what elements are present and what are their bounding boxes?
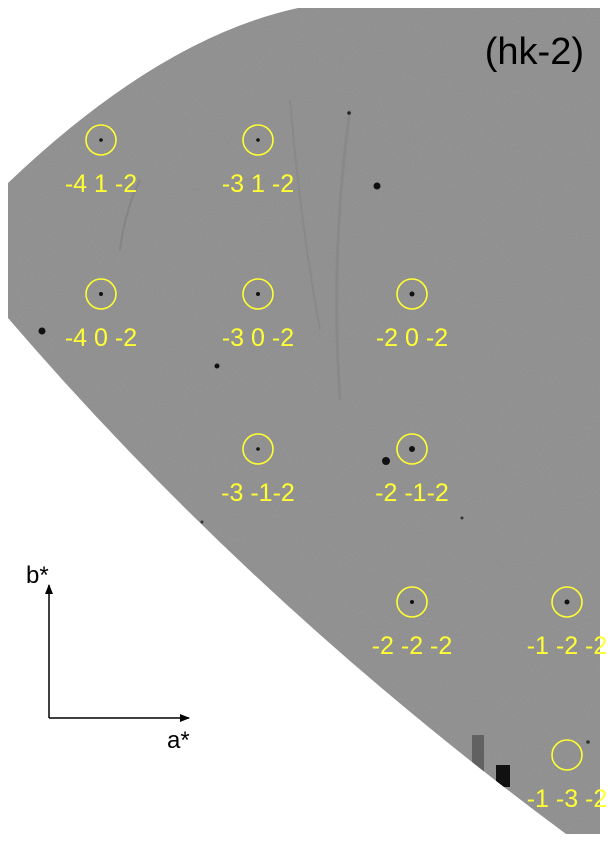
b-star-axis-label: b* — [26, 562, 49, 589]
reflection-spot — [410, 600, 414, 604]
reflection-circle — [551, 739, 583, 771]
reflection-spot — [256, 292, 260, 296]
stray-spots — [38, 111, 590, 744]
stray-spot — [586, 740, 590, 744]
reflection-spot — [409, 446, 415, 452]
reflection-circle — [396, 278, 428, 310]
reflection-label: -3 0 -2 — [222, 324, 294, 352]
reflection-label: -4 1 -2 — [65, 170, 137, 198]
detector-image-grain — [8, 8, 600, 834]
reflection: -1 -3 -2 — [527, 739, 608, 813]
reflection-circle — [242, 433, 274, 465]
reflection-label: -2 -1-2 — [375, 479, 449, 507]
reflection-spot — [564, 599, 570, 605]
reflection-label: -3 1 -2 — [222, 170, 294, 198]
reflection-label: -4 0 -2 — [65, 324, 137, 352]
reflection-spot — [99, 292, 103, 296]
reflection: -3 0 -2 — [222, 278, 294, 352]
reflection-label: -2 0 -2 — [376, 324, 448, 352]
stray-spot — [214, 363, 220, 369]
reflection: -4 0 -2 — [65, 278, 137, 352]
reflection-label: -3 -1-2 — [221, 479, 295, 507]
reflection: -1 -2 -2 — [527, 586, 608, 660]
reflection-label: -2 -2 -2 — [372, 632, 453, 660]
reflection-circle — [242, 124, 274, 156]
stray-spot — [200, 520, 204, 524]
stray-spot — [460, 516, 464, 520]
reflection: -2 -1-2 — [375, 433, 449, 507]
stray-spot — [347, 111, 351, 115]
reflection-markers: -4 1 -2 -3 1 -2 -4 0 -2 -3 0 -2 -2 0 -2 -3 -1… — [65, 124, 608, 813]
reflection-spot — [409, 291, 415, 297]
a-star-axis-label: a* — [167, 727, 190, 754]
reflection: -4 1 -2 — [65, 124, 137, 198]
reflection: -3 -1-2 — [221, 433, 295, 507]
reflection: -2 0 -2 — [376, 278, 448, 352]
panel-title: (hk-2) — [485, 31, 584, 73]
reflection-circle — [551, 586, 583, 618]
reflection-circle — [396, 586, 428, 618]
stray-spot — [373, 182, 381, 190]
reflection: -2 -2 -2 — [372, 586, 453, 660]
reflection-label: -1 -2 -2 — [527, 632, 608, 660]
stray-spot — [382, 457, 390, 465]
reflection-circle — [396, 433, 428, 465]
reflection-circle — [242, 278, 274, 310]
reflection-label: -1 -3 -2 — [527, 785, 608, 813]
reflection-circle — [85, 278, 117, 310]
reflection-spot — [99, 138, 103, 142]
reciprocal-axes: a* b* — [26, 562, 190, 754]
reflection: -3 1 -2 — [222, 124, 294, 198]
reflection-spot — [256, 447, 260, 451]
stray-spot — [38, 327, 46, 335]
reflection-spot — [256, 138, 260, 142]
reflection-circle — [85, 124, 117, 156]
